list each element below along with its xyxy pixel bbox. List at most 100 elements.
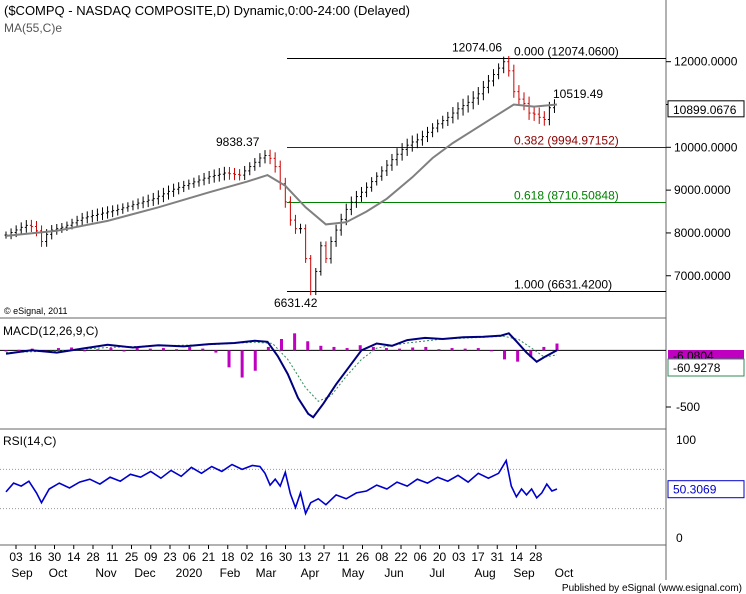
x-month-label: Sep [11, 566, 33, 580]
macd-histogram-bar [201, 348, 205, 351]
x-day-label: 03 [9, 550, 23, 564]
x-day-label: 28 [86, 550, 100, 564]
x-day-label: 25 [125, 550, 139, 564]
macd-histogram-bar [345, 348, 349, 351]
ma-legend: MA(55,C)e [4, 21, 62, 35]
copyright-text: © eSignal, 2011 [4, 306, 68, 316]
macd-tick-label: -500 [676, 400, 700, 414]
x-month-label: Dec [134, 566, 155, 580]
macd-histogram-bar [489, 350, 493, 352]
x-month-label: Jul [429, 566, 444, 580]
macd-readout-2: -60.9278 [673, 361, 721, 375]
rsi-line [5, 458, 558, 516]
fib-label: 0.000 (12074.0600) [514, 45, 619, 59]
annotation-swing-low: 10519.49 [553, 87, 603, 101]
x-day-label: 08 [375, 550, 389, 564]
macd-panel: MACD(12,26,9,C)-6.0804-60.9278-500 [0, 324, 745, 419]
x-day-label: 18 [221, 550, 235, 564]
x-day-label: 02 [240, 550, 254, 564]
macd-histogram-bar [503, 350, 507, 360]
macd-histogram-bar [384, 348, 388, 351]
annotation-high-feb: 9838.37 [216, 135, 260, 149]
fib-label: 0.618 (8710.50848) [514, 189, 619, 203]
macd-histogram-bar [319, 345, 323, 351]
price-tick-label: 8000.0000 [674, 226, 731, 240]
macd-histogram-bar [17, 349, 21, 351]
macd-readout-1-badge [668, 350, 744, 361]
x-axis: 03 16 30 14 28 11 25 09 23 06 21 18 02 16 30 13 27 11 26 08… [9, 545, 574, 580]
x-day-label: 26 [356, 550, 370, 564]
rsi-last-value: 50.3069 [673, 483, 717, 497]
macd-histogram-bar [161, 348, 165, 351]
x-month-label: Sep [513, 566, 535, 580]
x-day-label: 11 [106, 550, 119, 564]
x-month-label: Mar [256, 566, 277, 580]
x-day-label: 09 [144, 550, 158, 564]
x-day-label: 13 [298, 550, 312, 564]
macd-histogram-bar [4, 350, 8, 352]
x-month-label: Apr [301, 566, 320, 580]
x-day-label: 06 [414, 550, 428, 564]
x-month-label: 2020 [176, 566, 203, 580]
x-day-label: 27 [317, 550, 331, 564]
x-day-label: 30 [279, 550, 293, 564]
macd-histogram-bar [411, 347, 415, 351]
macd-histogram-bar [476, 348, 480, 351]
x-day-label: 30 [48, 550, 62, 564]
macd-histogram-bar [214, 350, 218, 353]
x-day-label: 14 [67, 550, 81, 564]
macd-histogram-bar [306, 341, 310, 351]
macd-histogram-bar [280, 339, 283, 351]
macd-histogram-bar [424, 346, 428, 351]
x-month-label: Aug [474, 566, 495, 580]
macd-histogram-bar [542, 346, 546, 351]
annotation-low-mar: 6631.42 [274, 296, 318, 310]
last-price-value: 10899.0676 [673, 103, 737, 117]
x-month-label: Jun [384, 566, 403, 580]
x-day-label: 16 [260, 550, 274, 564]
macd-histogram-bar [188, 346, 192, 351]
macd-histogram-bar [332, 346, 336, 351]
x-day-label: 23 [163, 550, 177, 564]
macd-histogram-bar [148, 348, 152, 351]
x-day-label: 06 [183, 550, 197, 564]
price-tick-label: 7000.0000 [674, 269, 731, 283]
footer-bar [0, 580, 746, 594]
x-month-label: Feb [220, 566, 241, 580]
x-day-label: 14 [510, 550, 524, 564]
x-day-label: 03 [452, 550, 466, 564]
macd-histogram-bar [371, 346, 375, 351]
macd-histogram-bar [122, 350, 126, 352]
rsi-panel: RSI(14,C) 100 0 50.3069 [0, 433, 745, 545]
macd-histogram-bar [450, 348, 454, 351]
rsi-tick-label: 100 [676, 433, 696, 447]
macd-histogram-bar [70, 347, 74, 351]
x-day-label: 21 [202, 550, 216, 564]
price-tick-label: 10000.0000 [674, 140, 738, 154]
rsi-tick-label: 0 [676, 531, 683, 545]
macd-histogram-bar [293, 333, 297, 351]
macd-histogram-bar [516, 350, 520, 362]
macd-histogram-bar [96, 349, 100, 351]
macd-histogram-bar [253, 350, 257, 371]
macd-histogram-bar [240, 350, 244, 378]
fib-label: 0.382 (9994.97152) [514, 134, 619, 148]
macd-histogram-bar [437, 349, 441, 351]
macd-readout-2-badge [667, 358, 745, 377]
x-day-label: 28 [529, 550, 543, 564]
x-day-label: 16 [29, 550, 43, 564]
last-price-badge [667, 100, 745, 118]
macd-title: MACD(12,26,9,C) [3, 324, 98, 338]
macd-histogram-bar [109, 348, 113, 351]
macd-histogram-bar [358, 345, 362, 351]
x-month-label: Oct [49, 566, 68, 580]
x-day-label: 22 [394, 550, 408, 564]
price-tick-label: 12000.0000 [674, 55, 738, 69]
publisher-credit: Published by eSignal (www.esignal.com) [562, 583, 742, 594]
ma-55-line [5, 103, 558, 237]
price-tick-label: 9000.0000 [674, 183, 731, 197]
chart-title: ($COMPQ - NASDAQ COMPOSITE,D) Dynamic,0:… [4, 3, 410, 18]
x-day-label: 31 [491, 550, 505, 564]
price-panel: 0.000 (12074.0600) 0.382 (9994.97152) 0.61… [4, 41, 745, 310]
macd-histogram-bar [398, 348, 402, 351]
